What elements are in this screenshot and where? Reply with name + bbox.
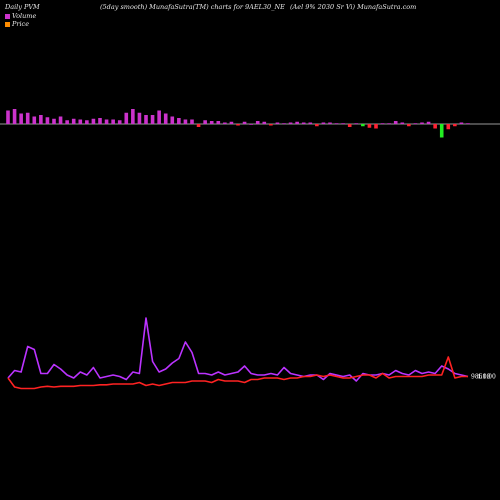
volume-bar: [374, 124, 378, 129]
volume-bar: [216, 121, 221, 124]
volume-bar: [52, 118, 56, 124]
volume-bar: [58, 116, 63, 124]
chart-source: (Ael 9% 2030 Sr Vi) MunafaSutra.com: [290, 3, 417, 11]
volume-bar: [439, 124, 444, 138]
volume-bar: [209, 121, 214, 124]
volume-bar: [25, 112, 30, 124]
volume-bar: [249, 124, 253, 125]
volume-bar: [453, 124, 457, 127]
volume-bar: [407, 124, 411, 127]
volume-bar: [446, 124, 451, 130]
volume-bar: [400, 122, 405, 124]
volume-bar: [328, 122, 332, 124]
volume-bar: [275, 122, 280, 124]
volume-bar: [420, 122, 424, 124]
legend-price-label: Price: [12, 20, 30, 28]
volume-bar: [341, 123, 345, 125]
volume-bar: [32, 116, 37, 124]
volume-bar: [426, 121, 431, 124]
volume-bar: [223, 122, 227, 124]
volume-bar: [19, 113, 23, 124]
volume-bar: [91, 118, 96, 124]
volume-bar: [163, 113, 168, 124]
volume-bar: [242, 121, 247, 124]
volume-bar: [131, 109, 135, 124]
volume-bar: [71, 118, 76, 124]
legend-price-swatch: [5, 21, 10, 27]
volume-bar: [321, 122, 326, 124]
volume-bar: [117, 120, 122, 124]
volume-bar: [361, 124, 365, 127]
volume-bar: [354, 123, 359, 125]
volume-bar: [196, 124, 201, 127]
volume-bar: [12, 109, 17, 124]
volume-bar: [170, 116, 175, 124]
volume-bar: [229, 121, 234, 124]
price-value-label: 9861.00: [471, 374, 496, 381]
volume-bar: [295, 121, 299, 124]
volume-bar: [150, 115, 155, 124]
volume-bar: [393, 121, 398, 124]
volume-bar: [255, 121, 260, 124]
legend-volume: Volume: [5, 12, 36, 20]
volume-bar: [269, 124, 273, 126]
legend-volume-swatch: [5, 13, 10, 19]
volume-bar: [111, 119, 115, 124]
volume-bar: [433, 124, 437, 129]
volume-bar: [380, 123, 385, 125]
volume-bar: [236, 124, 240, 126]
volume-bar: [282, 123, 286, 125]
price-series-line: [7, 356, 468, 390]
volume-bar: [183, 119, 188, 124]
volume-bar: [347, 124, 352, 127]
volume-bar: [466, 123, 470, 125]
volume-bar: [144, 115, 148, 124]
volume-bar: [387, 123, 391, 125]
volume-bar: [190, 119, 194, 124]
volume-bar: [137, 112, 142, 124]
volume-bar: [308, 122, 313, 124]
volume-bar: [301, 122, 306, 124]
volume-bar: [413, 123, 418, 125]
volume-bar: [157, 110, 161, 124]
volume-bar: [45, 117, 50, 124]
volume-bar: [78, 119, 83, 124]
volume-bar: [98, 118, 102, 124]
volume-series-line: [7, 317, 469, 382]
volume-bar: [203, 120, 207, 124]
legend-price: Price: [5, 20, 29, 28]
legend-volume-label: Volume: [12, 12, 37, 20]
volume-value-label: 4.00: [477, 374, 491, 381]
chart-title: (5day smooth) MunafaSutra(TM) charts for…: [100, 3, 285, 11]
volume-bar: [459, 122, 464, 124]
volume-bar: [315, 124, 319, 127]
volume-bar: [334, 123, 339, 125]
volume-bar: [262, 121, 267, 124]
volume-bar: [124, 112, 129, 124]
volume-bar: [288, 122, 293, 124]
volume-bar: [65, 120, 69, 124]
chart-type-label: Daily PVM: [5, 3, 40, 11]
volume-bar: [6, 110, 10, 124]
volume-bar: [104, 119, 109, 124]
volume-bar: [177, 118, 181, 124]
volume-bar: [39, 115, 43, 124]
volume-bar: [85, 120, 89, 124]
volume-bar: [367, 124, 372, 128]
